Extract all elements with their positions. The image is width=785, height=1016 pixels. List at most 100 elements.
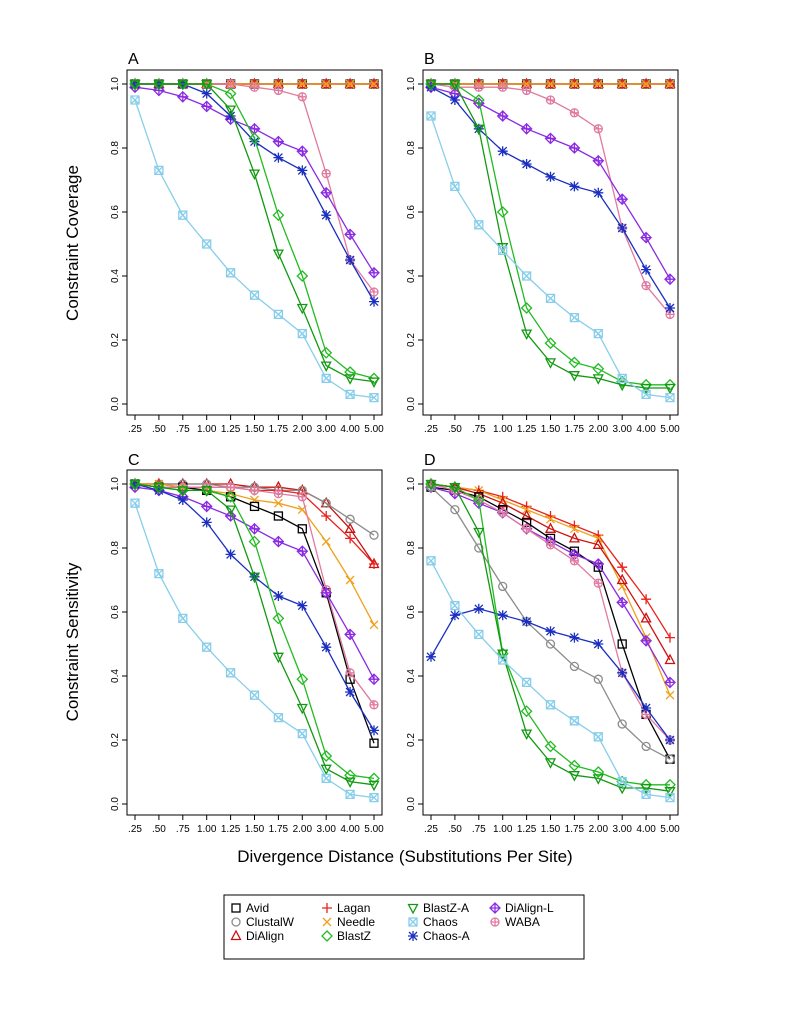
- panel-d-point-needle-4: [522, 505, 532, 515]
- panel-a-point-dialign-l-6: [272, 135, 285, 148]
- panel-a-point-waba-10: [369, 287, 379, 297]
- panel-a-xtick-label-9: 4.00: [340, 424, 360, 435]
- panel-d-ytick-label-3: 0.6: [406, 605, 417, 619]
- panel-d-point-dialign-7: [592, 538, 604, 549]
- legend-marker-chaos: [408, 917, 418, 927]
- panel-a-point-chaos-9: [345, 389, 355, 400]
- panel-c-point-chaos-8: [321, 773, 331, 784]
- panel-b-point-chaos-a-10: [665, 303, 675, 313]
- panel-b-point-blastz-3: [496, 206, 509, 218]
- panel-c-ytick-label-0: 0.0: [110, 797, 121, 811]
- panel-d-point-blastz-a-9: [640, 783, 652, 795]
- panel-a-x-axis: .25 .50 .75 1.00 1.25 1.50 1.75 2.00 3.00 4.00 5.0…: [128, 415, 384, 435]
- panel-b-point-blastz-a-10: [664, 383, 676, 395]
- panel-b-ytick-label-5: 1.0: [406, 77, 417, 91]
- panel-a-xtick-label-2: .75: [176, 424, 190, 435]
- panel-b-point-waba-3: [498, 82, 508, 92]
- legend-label-chaos: Chaos: [423, 915, 458, 929]
- panel-d-point-clustalw-0: [426, 482, 436, 492]
- panel-a-point-chaos-10: [369, 392, 379, 403]
- panel-d-point-dialign-10: [664, 653, 676, 665]
- panel-d-point-blastz-a-4: [521, 729, 533, 740]
- panel-a: A .25 .50 .75 1.00 1.25 1.50 1.75 2.00 3.00 4.00 5.…: [110, 51, 384, 435]
- panel-d-point-waba-6: [569, 556, 580, 566]
- panel-b-point-needle-5: [546, 79, 555, 89]
- panel-d-point-clustalw-6: [569, 661, 580, 672]
- panel-d-point-chaos-a-2: [473, 603, 484, 614]
- panel-a-xtick-label-7: 2.00: [293, 424, 313, 435]
- panel-c-point-blastz-a-0: [129, 479, 141, 491]
- panel-a-point-waba-5: [249, 82, 260, 92]
- panel-c-y-axis: 0.0 0.2 0.4 0.6 0.8 1.0: [110, 477, 127, 811]
- panel-b-point-chaos-a-5: [545, 171, 556, 182]
- panel-c-point-blastz-a-6: [272, 652, 284, 664]
- panel-c-point-chaos-0: [130, 498, 140, 508]
- panel-c-point-lagan-8: [321, 511, 332, 521]
- panel-a-point-blastz-5: [248, 132, 261, 145]
- panel-b-point-chaos-a-7: [593, 187, 604, 198]
- panel-d-point-chaos-a-3: [497, 610, 508, 621]
- panel-c-point-chaos-2: [178, 613, 188, 624]
- panel-a-point-blastz-a-10: [368, 377, 380, 388]
- panel-b-point-chaos-0: [426, 111, 436, 121]
- panel-a-point-chaos-a-9: [345, 255, 356, 265]
- panel-d-point-clustalw-10: [665, 754, 675, 764]
- panel-b-point-dialign-l-4: [520, 122, 533, 135]
- panel-d-point-blastz-a-3: [497, 649, 509, 660]
- panel-a-point-chaos-5: [249, 290, 260, 300]
- panel-c-point-lagan-9: [345, 533, 356, 544]
- panel-a-point-blastz-a-2: [177, 79, 189, 91]
- panel-a-point-blastz-a-5: [248, 169, 261, 180]
- panel-a-point-chaos-a-3: [201, 88, 212, 99]
- panel-b-point-blastz-2: [472, 94, 485, 106]
- panel-a-point-blastz-a-6: [272, 249, 284, 260]
- panel-c-point-waba-4: [225, 482, 236, 492]
- panel-a-xtick-label-8: 3.00: [316, 424, 336, 435]
- panel-d-point-chaos-a-8: [617, 667, 628, 678]
- panel-c-point-blastz-a-5: [248, 572, 261, 584]
- panel-a-point-dialign-l-8: [320, 186, 333, 199]
- panel-a-point-dialign-l-10: [368, 266, 380, 279]
- panel-d-point-chaos-6: [569, 716, 580, 726]
- panel-a-point-chaos-4: [225, 268, 236, 278]
- panel-c-point-dialign-l-6: [272, 535, 285, 548]
- panel-d-point-chaos-a-10: [665, 735, 675, 745]
- panel-b-point-dialign-l-6: [568, 142, 581, 154]
- panel-c-point-avid-5: [249, 501, 260, 512]
- legend-item-blastz-a: BlastZ-A: [407, 901, 469, 915]
- panel-a-point-chaos-0: [130, 95, 140, 105]
- panel-a-point-waba-8: [321, 168, 331, 179]
- panel-d-point-blastz-a-8: [616, 783, 628, 795]
- panel-a-ytick-label-2: 0.4: [110, 269, 121, 283]
- panel-d-xtick-label-8: 3.00: [612, 824, 632, 835]
- panel-c-point-blastz-a-4: [225, 505, 237, 516]
- ylabel-bottom: Constraint Sensitivity: [63, 562, 82, 721]
- panel-d-point-chaos-a-4: [521, 616, 532, 627]
- panel-d-point-dialign-5: [544, 522, 557, 533]
- xlabel: Divergence Distance (Substitutions Per S…: [237, 847, 572, 866]
- panel-c-point-blastz-a-1: [153, 483, 165, 494]
- panel-c-xtick-label-4: 1.25: [221, 824, 241, 835]
- panel-b-point-blastz-10: [664, 378, 676, 391]
- panel-a-point-blastz-a-9: [344, 374, 356, 385]
- panel-d-point-chaos-4: [521, 677, 532, 688]
- panel-c-point-chaos-3: [202, 642, 212, 652]
- panel-b-point-blastz-4: [520, 302, 533, 314]
- panel-d-series-clustalw: [426, 482, 675, 764]
- panel-b-label: B: [424, 51, 435, 68]
- panel-c-point-dialign-l-8: [320, 586, 333, 599]
- panel-b-point-blastz-a-2: [473, 124, 485, 136]
- panel-c-series-chaos: [130, 498, 379, 803]
- legend-item-clustalw: ClustalW: [231, 915, 295, 929]
- panel-c-point-dialign-l-7: [296, 545, 309, 558]
- panel-c-point-chaos-a-6: [273, 591, 284, 601]
- panel-b-point-blastz-a-4: [521, 329, 533, 340]
- panel-c-ytick-label-1: 0.2: [110, 733, 121, 747]
- panel-c-point-dialign-l-4: [224, 510, 237, 522]
- panel-a-point-needle-9: [345, 79, 355, 89]
- panel-d-point-blastz-a-7: [592, 774, 604, 785]
- panel-d-point-chaos-a-9: [641, 703, 652, 713]
- panel-d-line-dialign: [430, 483, 671, 661]
- panel-c-point-blastz-a-10: [368, 780, 380, 792]
